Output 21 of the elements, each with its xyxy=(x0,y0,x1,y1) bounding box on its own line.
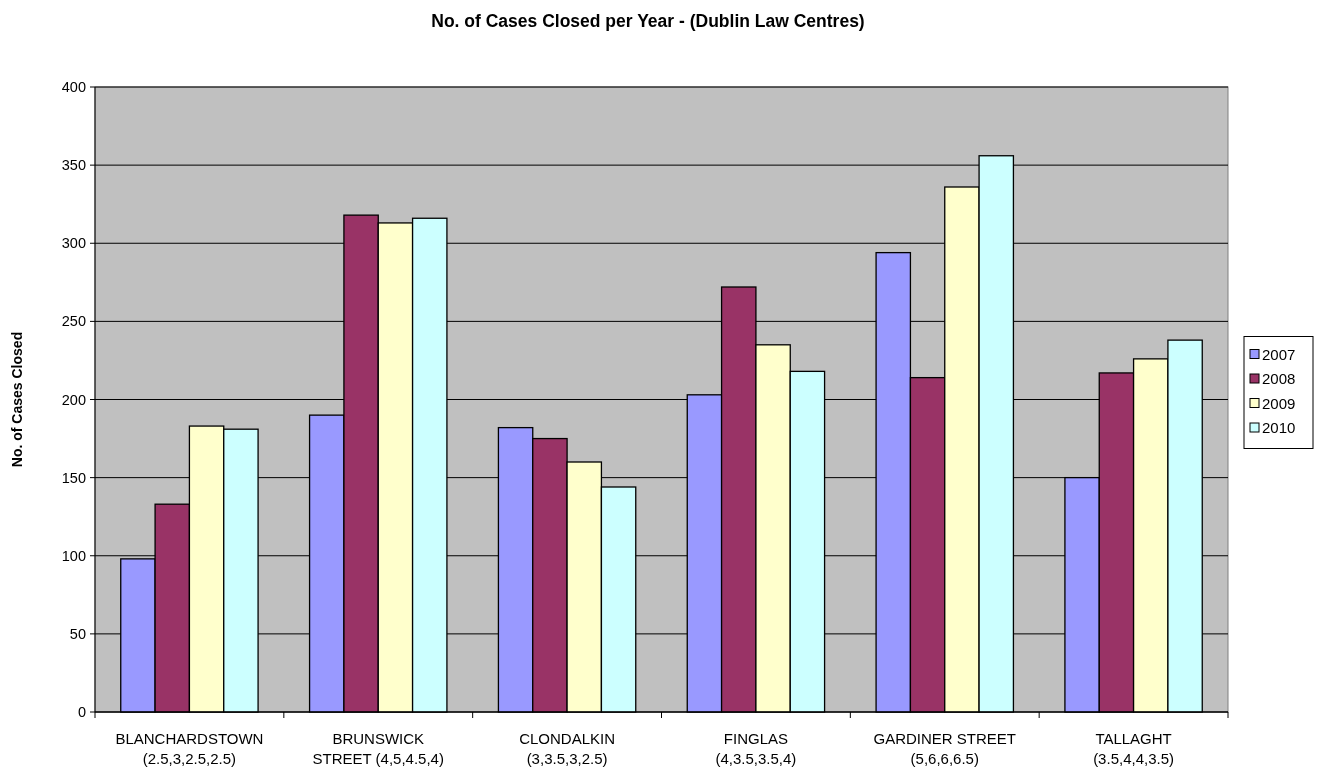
x-tick-label: BLANCHARDSTOWN (2.5,3,2.5,2.5) xyxy=(115,730,264,767)
y-tick-label: 100 xyxy=(61,547,86,564)
y-tick-label: 0 xyxy=(77,704,86,721)
y-tick-label: 400 xyxy=(61,79,86,96)
x-tick-label: CLONDALKIN (3,3.5,3,2.5) xyxy=(519,730,616,767)
y-tick-label: 250 xyxy=(61,313,86,330)
legend-label: 2009 xyxy=(1262,394,1296,412)
y-axis-title: No. of Cases Closed xyxy=(9,331,25,468)
legend-label: 2007 xyxy=(1262,345,1296,363)
legend-label: 2010 xyxy=(1262,419,1296,437)
x-tick-label: GARDINER STREET (5,6,6,6.5) xyxy=(873,730,1017,767)
x-tick-label: TALLAGHT (3.5,4,4,3.5) xyxy=(1093,730,1175,767)
y-tick-label: 150 xyxy=(61,469,86,486)
y-tick-label: 350 xyxy=(61,157,86,174)
y-tick-label: 300 xyxy=(61,235,86,252)
x-tick-label: BRUNSWICK STREET (4,5,4.5,4) xyxy=(312,730,444,767)
x-tick-label: FINGLAS (4,3.5,3.5,4) xyxy=(715,730,797,767)
legend-label: 2008 xyxy=(1262,370,1296,388)
y-tick-label: 200 xyxy=(61,391,86,408)
y-tick-label: 50 xyxy=(69,625,86,642)
chart-title: No. of Cases Closed per Year - (Dublin Law Centres) xyxy=(431,11,865,31)
